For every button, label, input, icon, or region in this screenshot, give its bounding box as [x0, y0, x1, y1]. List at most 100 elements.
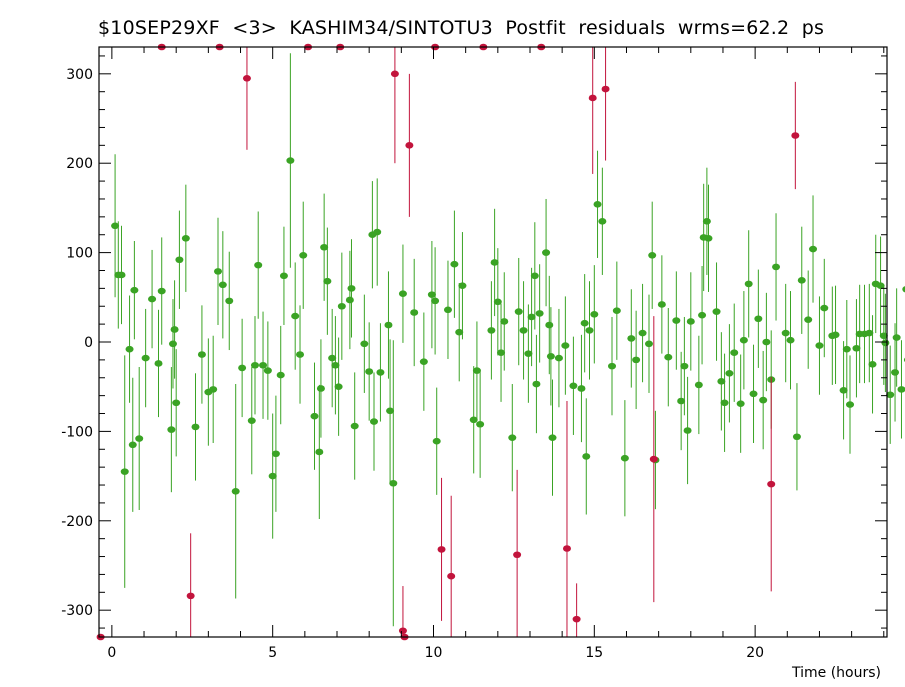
data-point: [562, 545, 571, 552]
data-point: [620, 454, 629, 462]
data-point: [268, 472, 277, 480]
data-point: [886, 391, 895, 399]
y-tick-label: 300: [66, 67, 93, 83]
data-point: [846, 401, 855, 408]
data-point: [360, 340, 369, 348]
data-point: [593, 201, 602, 208]
data-point: [276, 371, 285, 379]
data-point: [730, 349, 739, 357]
data-point: [218, 281, 227, 289]
data-point: [365, 368, 374, 375]
data-point: [809, 245, 818, 253]
data-point: [172, 399, 181, 407]
data-point: [736, 400, 745, 407]
data-point: [820, 304, 829, 312]
data-point: [632, 356, 641, 364]
data-point: [744, 280, 753, 288]
data-point: [487, 327, 496, 334]
data-point: [754, 315, 763, 323]
data-point: [902, 286, 905, 293]
data-point: [815, 342, 824, 349]
data-point: [786, 336, 795, 344]
data-point: [569, 382, 578, 390]
data-point: [839, 386, 848, 394]
data-point: [804, 316, 813, 323]
data-point: [111, 222, 120, 230]
data-point: [892, 334, 901, 341]
series-layer: [96, 43, 905, 641]
data-point: [209, 386, 218, 393]
data-point: [157, 287, 166, 295]
data-point: [546, 353, 555, 360]
chart-title: $10SEP29XF <3> KASHIM34/SINTOTU3 Postfit…: [98, 17, 825, 39]
data-point: [638, 329, 647, 337]
data-point: [271, 450, 280, 458]
data-point: [664, 353, 673, 361]
data-point: [328, 354, 337, 362]
data-point: [410, 309, 419, 316]
data-point: [493, 298, 502, 306]
data-point: [588, 94, 597, 102]
data-point: [590, 310, 599, 318]
data-point: [686, 318, 695, 325]
data-point: [376, 369, 385, 376]
data-point: [437, 546, 446, 553]
data-point: [598, 218, 607, 225]
y-tick-label: -200: [61, 514, 93, 530]
data-point: [582, 453, 591, 460]
data-point: [759, 396, 768, 404]
data-point: [389, 479, 398, 487]
data-point: [601, 85, 610, 93]
data-point: [279, 272, 288, 280]
data-point: [725, 369, 734, 377]
data-point: [369, 418, 378, 425]
data-point: [585, 327, 594, 334]
data-point: [214, 268, 223, 275]
data-point: [120, 468, 129, 475]
data-point: [130, 286, 139, 294]
data-point: [231, 487, 240, 495]
data-point: [148, 295, 157, 303]
data-point: [891, 369, 900, 376]
x-tick-label: 20: [746, 645, 764, 661]
data-point: [225, 297, 234, 305]
data-point: [191, 423, 200, 431]
data-point: [320, 243, 329, 251]
data-point: [405, 142, 414, 149]
data-point: [384, 321, 393, 329]
data-point: [254, 261, 263, 269]
y-tick-label: -300: [61, 603, 93, 619]
data-point: [698, 311, 707, 319]
x-tick-label: 0: [107, 645, 116, 661]
data-point: [316, 385, 325, 392]
data-point: [739, 336, 748, 344]
data-point: [519, 327, 528, 334]
data-point: [791, 132, 800, 139]
data-point: [524, 350, 533, 357]
axis-layer: 0 5 10 15 20 -300 -200 -100 0 100 200 300: [61, 47, 887, 661]
data-point: [238, 364, 247, 372]
data-point: [447, 572, 456, 580]
data-point: [497, 349, 506, 357]
data-point: [881, 339, 890, 347]
data-point: [310, 412, 319, 420]
data-point: [286, 157, 295, 164]
data-point: [792, 433, 801, 441]
data-point: [781, 329, 790, 337]
data-point: [545, 321, 554, 329]
data-point: [186, 592, 195, 600]
data-point: [170, 326, 179, 333]
data-point: [427, 291, 436, 298]
data-point: [677, 397, 686, 405]
data-point: [649, 455, 658, 463]
data-point: [500, 318, 509, 325]
data-point: [644, 340, 653, 348]
data-point: [527, 313, 536, 321]
data-point: [513, 551, 522, 559]
x-axis-label: Time (hours): [792, 665, 881, 681]
data-point: [141, 354, 150, 362]
data-point: [250, 361, 259, 369]
data-point: [508, 434, 517, 441]
data-point: [350, 422, 359, 430]
data-point: [398, 627, 407, 635]
